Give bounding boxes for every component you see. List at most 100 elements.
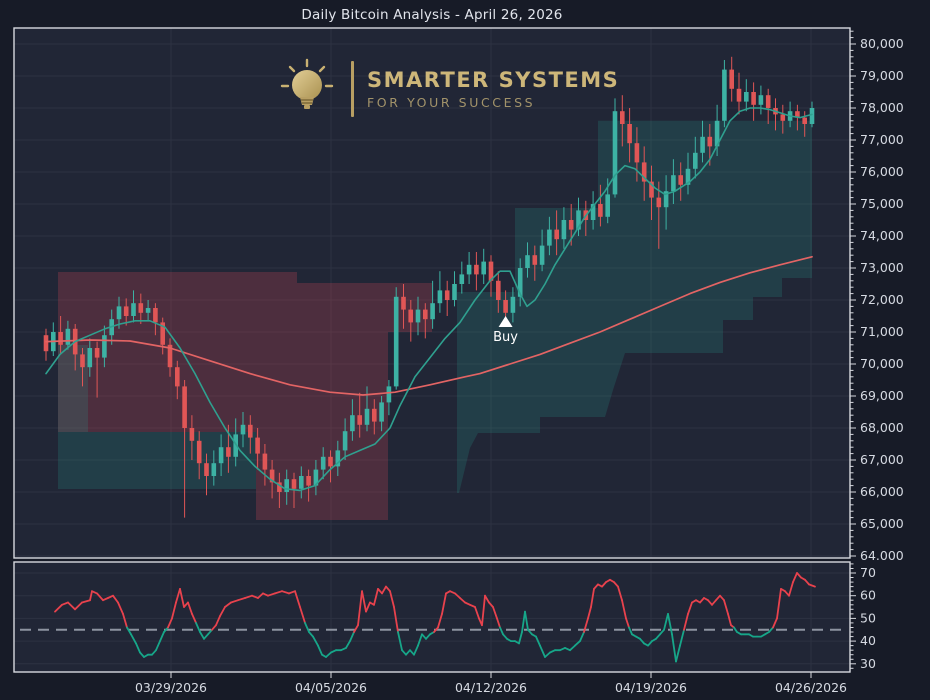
candle-body — [94, 348, 100, 358]
candle-body — [357, 415, 362, 425]
oscillator-tick-label: 60 — [860, 588, 876, 603]
candle-body — [802, 117, 807, 124]
price-tick-label: 76,000 — [860, 164, 904, 179]
candle-body — [233, 434, 238, 457]
candle-body — [58, 332, 63, 345]
price-tick-label: 67,000 — [860, 452, 904, 467]
price-tick-label: 66,000 — [860, 484, 904, 499]
candle-body — [240, 424, 246, 435]
candle-body — [452, 284, 457, 300]
candle-body — [437, 290, 443, 304]
lightbulb-icon — [280, 58, 334, 109]
candle-body — [576, 210, 581, 230]
date-tick-label: 04/05/2026 — [295, 680, 367, 695]
candle-body — [393, 296, 399, 387]
oscillator-tick-label: 50 — [860, 610, 876, 625]
price-tick-label: 74,000 — [860, 228, 904, 243]
candle-body — [780, 114, 786, 121]
date-tick-label: 04/19/2026 — [615, 680, 687, 695]
candle-body — [707, 136, 713, 147]
candle-body — [423, 309, 428, 320]
price-tick-label: 65,000 — [860, 516, 904, 531]
candle-body — [350, 415, 355, 432]
candle-body — [539, 245, 545, 265]
candle-body — [277, 482, 282, 492]
candle-body — [415, 309, 421, 323]
main-price-panel: Buy — [13, 27, 851, 672]
oscillator-tick-label: 70 — [860, 565, 876, 580]
candle-body — [488, 261, 494, 281]
candle-body — [605, 194, 610, 217]
candle-body — [444, 290, 450, 300]
candle-body — [211, 463, 217, 476]
price-tick-label: 71,000 — [860, 324, 904, 339]
candle-body — [372, 408, 377, 422]
buy-marker-icon — [498, 316, 513, 327]
axis-tick-labels: 80,000 79,000 78,000 77,000 76,000 75,000 74,0… — [135, 30, 904, 695]
candle-body — [160, 322, 165, 345]
candle-body — [313, 469, 319, 486]
price-tick-label: 64.000 — [860, 548, 904, 563]
candle-body — [532, 255, 538, 265]
candle-body — [729, 69, 734, 89]
candle-body — [765, 95, 771, 108]
candle-body — [102, 335, 107, 358]
price-tick-label: 80,000 — [860, 36, 904, 51]
candle-body — [744, 92, 749, 102]
candle-body — [306, 476, 311, 486]
candle-body — [671, 175, 676, 192]
candle-body — [328, 456, 333, 467]
candle-body — [131, 303, 136, 316]
candle-body — [590, 204, 596, 220]
candle-body — [649, 181, 654, 198]
candle-body — [226, 447, 231, 457]
candle-body — [43, 335, 49, 352]
candle-body — [248, 424, 253, 438]
logo-name: SMARTER SYSTEMS — [367, 67, 620, 92]
candle-body — [153, 308, 158, 323]
candle-body — [466, 264, 472, 275]
logo-divider — [351, 61, 354, 117]
candle-body — [80, 354, 85, 368]
date-tick-label: 04/12/2026 — [455, 680, 527, 695]
candle-body — [678, 175, 683, 185]
candle-body — [714, 120, 720, 147]
candle-body — [299, 476, 304, 489]
candle-body — [430, 303, 435, 320]
candle-body — [255, 437, 260, 454]
candle-body — [474, 264, 479, 275]
page-title: Daily Bitcoin Analysis - April 26, 2026 — [301, 7, 563, 23]
candle-body — [693, 152, 698, 169]
candle-body — [612, 111, 618, 195]
price-tick-label: 69,000 — [860, 388, 904, 403]
date-tick-label: 04/26/2026 — [775, 680, 847, 695]
candle-body — [663, 191, 669, 208]
candle-body — [700, 136, 705, 153]
candle-body — [758, 95, 764, 105]
price-tick-label: 68,000 — [860, 420, 904, 435]
candle-body — [145, 308, 151, 313]
candle-body — [291, 479, 297, 489]
price-tick-label: 70,000 — [860, 356, 904, 371]
candle-body — [401, 296, 406, 310]
candle-body — [496, 280, 501, 300]
candle-body — [685, 168, 691, 185]
candle-body — [65, 328, 71, 345]
candle-body — [598, 204, 603, 217]
candle-body — [138, 303, 144, 313]
candle-body — [510, 296, 516, 313]
candle-body — [262, 453, 268, 470]
price-tick-label: 79,000 — [860, 68, 904, 83]
candle-body — [568, 220, 574, 230]
candle-body — [751, 92, 756, 105]
oscillator-tick-label: 30 — [860, 656, 876, 671]
candle-body — [386, 386, 392, 403]
candle-body — [218, 447, 224, 464]
candle-body — [342, 431, 348, 451]
date-tick-label: 03/29/2026 — [135, 680, 207, 695]
oscillator-panel — [13, 561, 851, 673]
candle-body — [408, 309, 413, 323]
candle-body — [736, 88, 742, 102]
logo-tagline: FOR YOUR SUCCESS — [367, 95, 536, 111]
